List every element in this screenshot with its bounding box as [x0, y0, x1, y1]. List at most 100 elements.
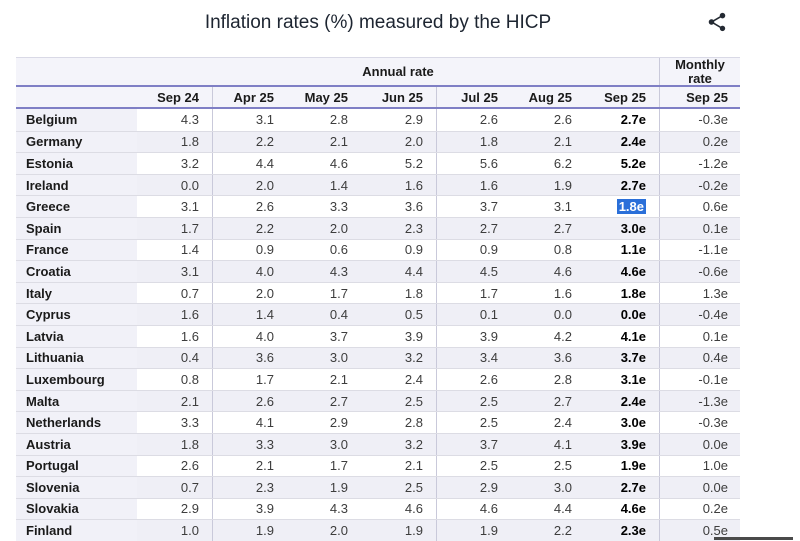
value-cell: 0.4 — [137, 347, 213, 369]
value-cell: 1.9 — [361, 520, 437, 541]
value-cell: 3.6 — [361, 196, 437, 217]
value-cell: 2.0 — [329, 523, 348, 539]
value-cell: 2.3e — [585, 520, 660, 541]
value-cell: 3.6 — [255, 350, 274, 366]
value-cell: 3.2 — [137, 153, 213, 174]
table-row: Italy 0.7 2.0 1.7 1.8 1.7 1.6 1.8e 1.3e — [16, 281, 740, 304]
row-label: Ireland — [16, 174, 137, 196]
value-cell: 1.9 — [255, 523, 274, 539]
value-cell: 1.4 — [137, 239, 213, 261]
group-header-monthly: Monthly rate — [675, 58, 725, 85]
value-cell: 2.1 — [361, 455, 437, 477]
table-row: Latvia 1.6 4.0 3.7 3.9 3.9 4.2 4.1e 0.1e — [16, 324, 740, 347]
value-cell: 2.3 — [255, 479, 274, 495]
value-cell: 4.0 — [255, 263, 274, 279]
value-cell: 1.8 — [137, 131, 213, 153]
table-row: Croatia 3.1 4.0 4.3 4.4 4.5 4.6 4.6e -0.6e — [16, 260, 740, 282]
monthly-value-cell: 0.0e — [702, 479, 728, 495]
value-cell: 0.8 — [553, 242, 572, 258]
column-header: Sep 25 — [585, 87, 660, 107]
value-cell: 1.9e — [585, 455, 660, 477]
row-label: Netherlands — [16, 412, 137, 433]
value-cell: 2.8 — [329, 112, 348, 128]
value-cell: 2.6 — [255, 393, 274, 409]
value-cell: 1.4 — [255, 307, 274, 323]
value-cell: 1.8e — [585, 196, 660, 217]
share-button[interactable] — [706, 11, 730, 35]
table-row: Germany 1.8 2.2 2.1 2.0 1.8 2.1 2.4e 0.2e — [16, 130, 740, 153]
value-cell: 4.3 — [329, 501, 348, 517]
share-icon — [706, 12, 728, 37]
value-cell: 3.0e — [585, 217, 660, 239]
value-cell: 5.6 — [479, 155, 498, 171]
value-cell: 2.5 — [553, 458, 572, 474]
value-cell: 2.1 — [329, 134, 348, 150]
monthly-value-cell: 0.0e — [702, 436, 728, 452]
row-label: Luxembourg — [16, 369, 137, 390]
value-cell: 2.7 — [479, 220, 498, 236]
value-cell: 6.2 — [553, 155, 572, 171]
value-cell: 2.2 — [255, 134, 274, 150]
value-cell: 2.3 — [361, 217, 437, 239]
row-label: France — [16, 239, 137, 261]
scrollbar-thumb[interactable] — [714, 537, 793, 540]
value-cell: 4.6 — [361, 498, 437, 520]
value-cell: 1.7 — [255, 371, 274, 387]
value-cell: 4.6 — [329, 155, 348, 171]
value-cell: 0.5 — [361, 304, 437, 325]
monthly-value-cell: -0.4e — [698, 307, 728, 323]
monthly-value-cell: -0.2e — [698, 177, 728, 193]
value-cell: 5.2 — [361, 153, 437, 174]
value-cell: 4.2 — [553, 328, 572, 344]
monthly-value-cell: 0.1e — [702, 220, 728, 236]
column-header: Aug 25 — [528, 89, 572, 105]
value-cell: 1.9 — [479, 523, 498, 539]
value-cell: 5.2e — [585, 153, 660, 174]
table-row: Belgium 4.3 3.1 2.8 2.9 2.6 2.6 2.7e -0.3e — [16, 109, 740, 131]
value-cell: 2.5 — [361, 390, 437, 412]
value-cell: 3.9 — [361, 325, 437, 347]
value-cell: 2.1 — [137, 390, 213, 412]
row-label: Lithuania — [16, 347, 137, 369]
table-row: Malta 2.1 2.6 2.7 2.5 2.5 2.7 2.4e -1.3e — [16, 389, 740, 412]
table-row: France 1.4 0.9 0.6 0.9 0.9 0.8 1.1e -1.1e — [16, 238, 740, 261]
row-label: Portugal — [16, 455, 137, 477]
value-cell: 2.8 — [361, 412, 437, 433]
value-cell: 2.7 — [329, 393, 348, 409]
value-cell: 1.9 — [553, 177, 572, 193]
table-row: Finland 1.0 1.9 2.0 1.9 1.9 2.2 2.3e 0.5e — [16, 519, 740, 541]
value-cell: 1.4 — [329, 177, 348, 193]
value-cell: 0.6 — [329, 242, 348, 258]
value-cell: 1.7 — [479, 285, 498, 301]
table-row: Portugal 2.6 2.1 1.7 2.1 2.5 2.5 1.9e 1.0e — [16, 454, 740, 477]
table-row: Austria 1.8 3.3 3.0 3.2 3.7 4.1 3.9e 0.0e — [16, 432, 740, 455]
monthly-value-cell: 0.6e — [702, 199, 728, 215]
value-cell: 2.6 — [479, 112, 498, 128]
value-cell: 4.6 — [553, 263, 572, 279]
value-cell: 1.7 — [329, 458, 348, 474]
value-cell: 2.7e — [585, 109, 660, 131]
value-cell: 4.1e — [585, 325, 660, 347]
value-cell: 3.7 — [479, 199, 498, 215]
row-label: Germany — [16, 131, 137, 153]
value-cell: 0.0e — [585, 304, 660, 325]
value-cell: 1.6 — [137, 325, 213, 347]
value-cell: 3.7 — [329, 328, 348, 344]
value-cell: 3.6 — [553, 350, 572, 366]
widget-header: Inflation rates (%) measured by the HICP — [16, 8, 740, 46]
table-row: Greece 3.1 2.6 3.3 3.6 3.7 3.1 1.8e 0.6e — [16, 195, 740, 217]
value-cell: 3.1 — [137, 261, 213, 282]
value-cell: 3.9 — [479, 328, 498, 344]
monthly-value-cell: 1.3e — [702, 285, 728, 301]
value-cell: 0.0 — [137, 174, 213, 196]
value-cell: 1.6 — [553, 285, 572, 301]
row-label: Finland — [16, 520, 137, 541]
value-cell: 0.9 — [479, 242, 498, 258]
value-cell: 4.0 — [255, 328, 274, 344]
monthly-value-cell: 0.2e — [702, 134, 728, 150]
row-label: Austria — [16, 433, 137, 455]
value-cell: 2.5 — [479, 393, 498, 409]
value-cell: 2.6 — [479, 371, 498, 387]
value-cell: 3.2 — [361, 347, 437, 369]
